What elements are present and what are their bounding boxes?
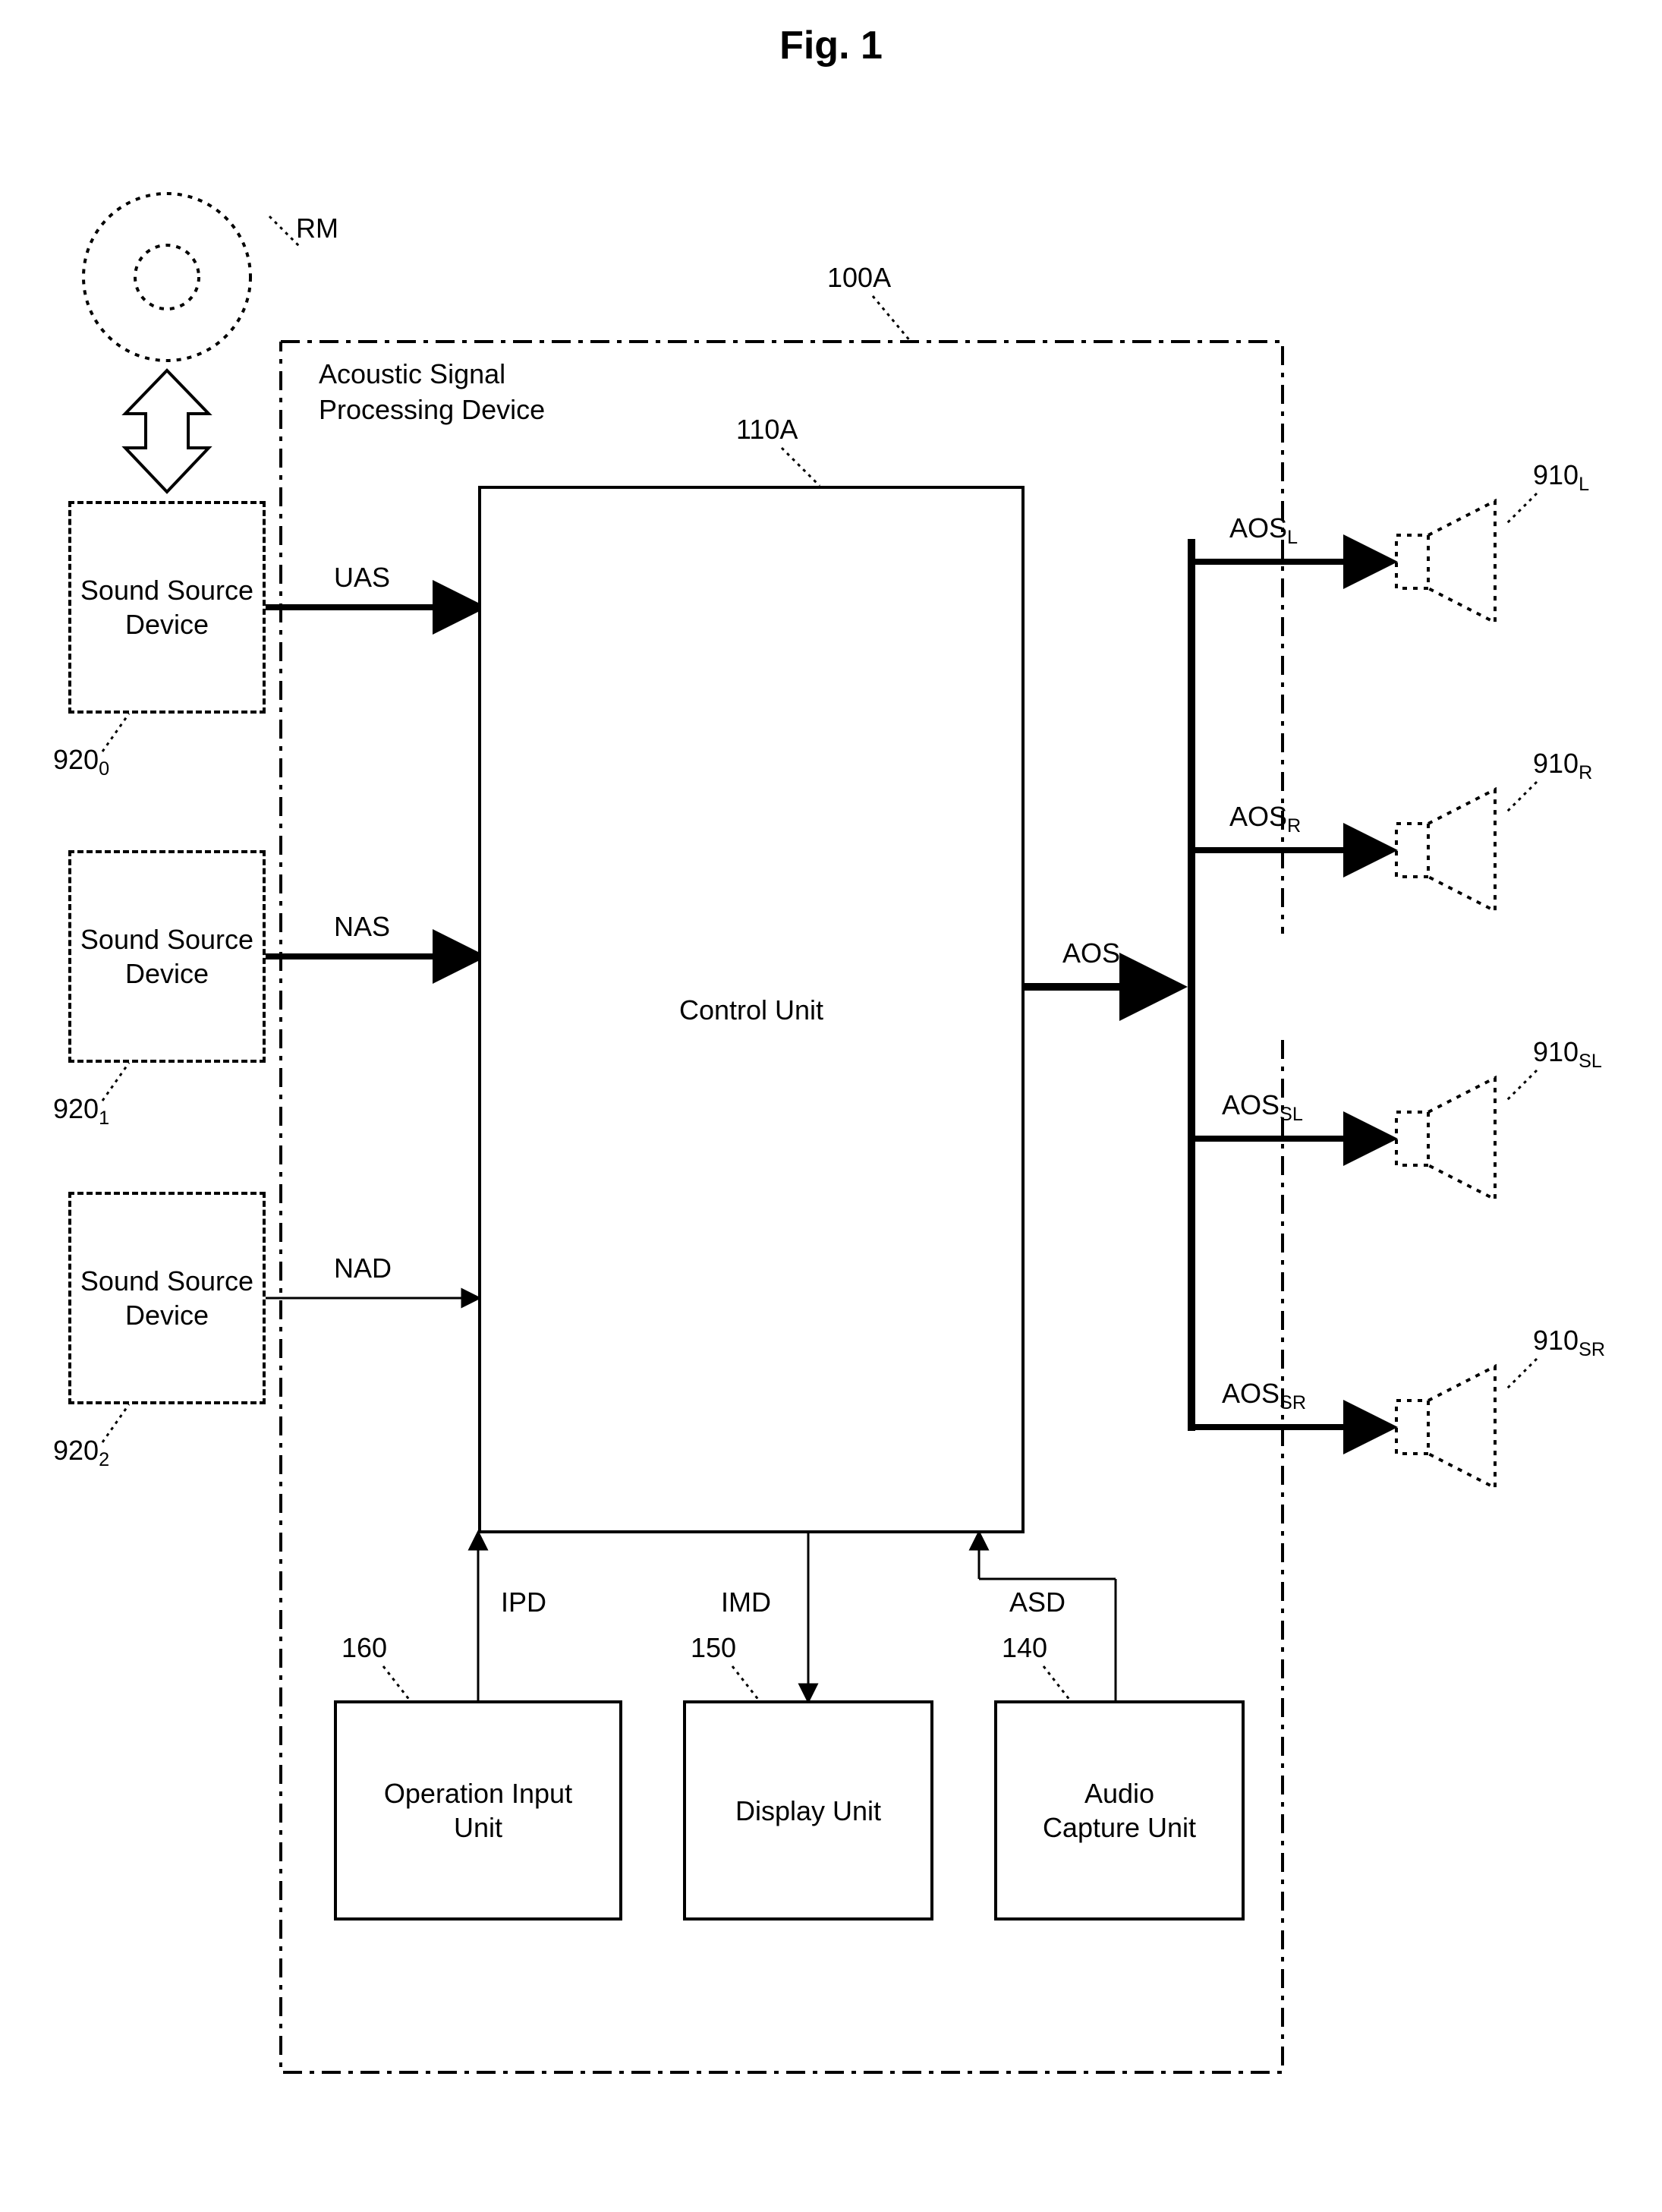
signal-nad: NAD (334, 1253, 392, 1284)
audio-capture-box: AudioCapture Unit (994, 1700, 1245, 1921)
label-910-r: 910R (1533, 748, 1592, 784)
sound-source-1-box: Sound SourceDevice (68, 850, 266, 1063)
device-title: Acoustic SignalProcessing Device (319, 357, 592, 428)
label-160: 160 (342, 1632, 387, 1664)
operation-input-box: Operation InputUnit (334, 1700, 622, 1921)
signal-nas: NAS (334, 911, 390, 943)
signal-aos-sr: AOSSR (1222, 1378, 1306, 1414)
label-910-sr: 910SR (1533, 1325, 1605, 1361)
label-100a: 100A (827, 262, 891, 294)
signal-asd: ASD (1009, 1587, 1066, 1618)
signal-aos-l: AOSL (1229, 512, 1298, 549)
signal-aos-sl: AOSSL (1222, 1089, 1303, 1126)
label-rm: RM (296, 213, 338, 244)
sound-source-0-box: Sound SourceDevice (68, 501, 266, 714)
label-150: 150 (691, 1632, 736, 1664)
diagram-canvas: RM 100A Acoustic SignalProcessing Device… (23, 91, 1639, 2141)
display-unit-box: Display Unit (683, 1700, 933, 1921)
signal-aos: AOS (1062, 937, 1120, 969)
signal-aos-r: AOSR (1229, 801, 1301, 837)
label-920-0: 9200 (53, 744, 109, 780)
sound-source-2-box: Sound SourceDevice (68, 1192, 266, 1404)
label-110a: 110A (736, 414, 798, 446)
label-910-l: 910L (1533, 459, 1589, 496)
control-unit-box: Control Unit (478, 486, 1025, 1533)
figure-title: Fig. 1 (23, 23, 1639, 68)
label-140: 140 (1002, 1632, 1047, 1664)
signal-imd: IMD (721, 1587, 771, 1618)
label-920-2: 9202 (53, 1435, 109, 1471)
label-910-sl: 910SL (1533, 1036, 1602, 1073)
signal-ipd: IPD (501, 1587, 546, 1618)
signal-uas: UAS (334, 562, 390, 594)
label-920-1: 9201 (53, 1093, 109, 1130)
